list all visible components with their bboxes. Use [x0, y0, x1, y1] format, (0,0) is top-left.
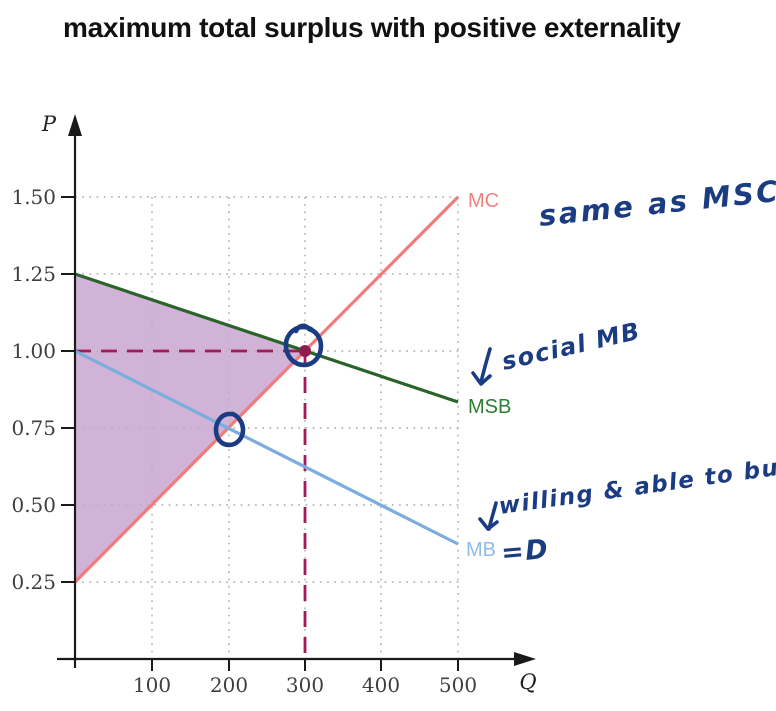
y-tick-label: 0.25 [11, 570, 56, 594]
handwritten-mb-equals-d: =D [500, 534, 551, 569]
y-tick-label: 0.75 [11, 416, 56, 440]
y-tick-label: 1.50 [11, 185, 56, 209]
x-tick-labels: 100 200 300 400 500 [133, 673, 477, 697]
mc-line [73, 195, 460, 584]
x-axis-arrowhead-icon [514, 652, 536, 666]
msb-line [74, 272, 459, 404]
axes [57, 114, 536, 671]
hand-circle-mb-mc-intersection [213, 411, 246, 448]
x-tick-label: 500 [439, 673, 477, 697]
y-tick-label: 1.25 [11, 262, 56, 286]
handwritten-note-social-mb: social MB [499, 317, 643, 376]
hand-arrow-to-msb [471, 347, 492, 386]
handwritten-note-same-as-msc: same as MSC [537, 174, 776, 233]
x-tick-label: 400 [362, 673, 400, 697]
y-tick-labels: 0.25 0.50 0.75 1.00 1.25 1.50 [11, 185, 56, 594]
equilibrium-dot [299, 345, 311, 357]
x-axis-label: Q [519, 670, 536, 694]
x-tick-label: 100 [133, 673, 171, 697]
mb-line-label: MB [466, 539, 496, 561]
down-arrow-icon [479, 347, 492, 384]
x-tick-label: 200 [210, 673, 248, 697]
y-axis-arrowhead-icon [68, 114, 82, 136]
y-axis-label: P [41, 112, 57, 136]
down-arrow-head-icon [478, 517, 499, 531]
mb-line [74, 349, 459, 546]
msb-line-label: MSB [468, 396, 511, 418]
down-arrow-head-icon [471, 371, 492, 386]
handwritten-note-willing-able-to-buy: willing & able to buy [497, 453, 776, 520]
hand-circle-msb-mc-intersection [283, 323, 324, 368]
page-title: maximum total surplus with positive exte… [63, 12, 681, 43]
hand-arrow-to-mb [478, 501, 499, 531]
equilibrium-dashed-guides [75, 349, 307, 659]
y-tick-label: 1.00 [11, 339, 56, 363]
mc-line-label: MC [468, 190, 499, 212]
x-tick-label: 300 [286, 673, 324, 697]
y-tick-label: 0.50 [11, 493, 56, 517]
